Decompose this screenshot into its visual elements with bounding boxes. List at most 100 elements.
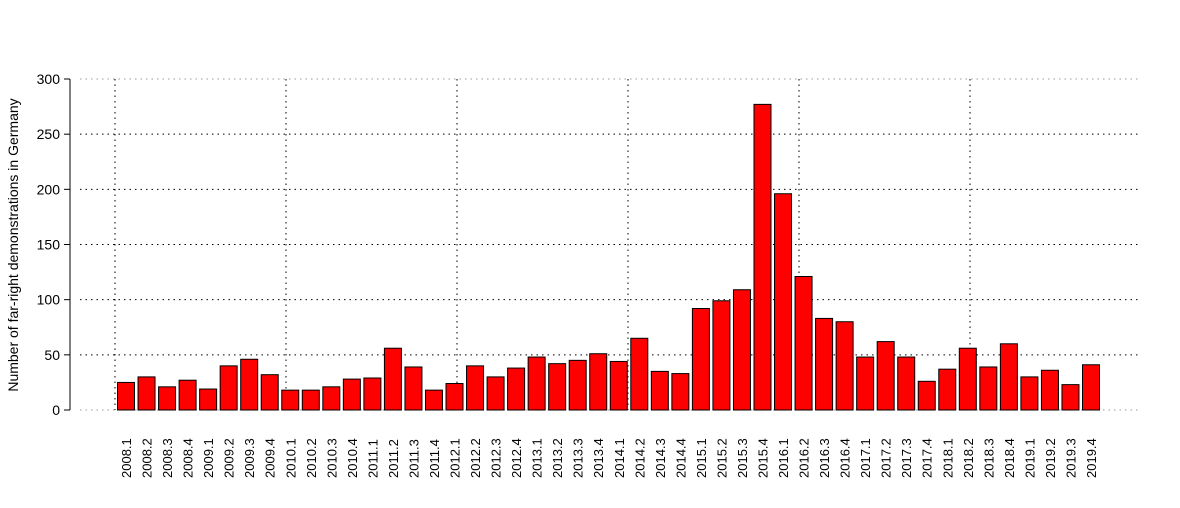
x-tick-label: 2014.4 [673,438,688,478]
bar-2015.3 [732,289,751,411]
x-tick-label: 2012.4 [509,438,524,478]
x-tick-label: 2011.4 [427,439,442,478]
x-tick-label: 2009.4 [263,438,278,478]
x-tick-label: 2012.3 [489,438,504,478]
x-tick-label: 2008.4 [181,438,196,478]
y-axis: 0 50 100 150 200 250 300 [37,71,71,418]
x-tick-label: 2009.2 [222,438,237,478]
bar-2014.3 [650,370,669,411]
x-tick-label: 2013.1 [530,438,545,478]
x-tick-label: 2009.1 [201,438,216,478]
x-tick-label: 2014.1 [612,438,627,478]
bar-2010.2 [301,389,320,411]
x-tick-label: 2016.1 [776,438,791,478]
bar-2008.4 [178,379,197,411]
bar-2012.3 [486,376,505,411]
bar-2012.1 [445,383,464,411]
bar-2019.3 [1061,384,1080,411]
y-tick-label: 100 [37,292,61,308]
x-tick-label: 2018.3 [981,438,996,478]
bar-2011.4 [424,389,443,411]
x-tick-label: 2017.2 [879,438,894,478]
y-tick-label: 250 [37,126,61,142]
bar-2011.3 [404,366,423,411]
x-tick-label: 2008.3 [160,438,175,478]
x-tick-label: 2013.2 [550,438,565,478]
bar-2016.2 [794,275,813,411]
x-tick-label: 2016.4 [838,438,853,478]
bar-2018.1 [938,368,957,411]
bar-2010.4 [342,378,361,411]
bar-2008.2 [137,376,156,411]
y-tick-label: 0 [52,402,60,418]
bar-2010.3 [322,386,341,411]
y-tick-label: 50 [44,347,60,363]
bar-2019.2 [1040,369,1059,411]
x-tick-label: 2011.3 [406,439,421,478]
bar-2009.3 [240,358,259,411]
bar-2013.1 [527,356,546,411]
bar-2016.3 [815,317,834,411]
bar-2013.4 [589,353,608,411]
x-tick-label: 2015.4 [755,438,770,478]
bar-2017.4 [917,380,936,411]
x-tick-label: 2015.3 [735,438,750,478]
bar-2014.1 [609,360,628,411]
bar-2017.2 [876,341,895,411]
x-tick-label: 2017.4 [920,438,935,478]
bar-2009.1 [199,388,218,411]
x-tick-label: 2012.2 [468,438,483,478]
x-tick-label: 2010.3 [324,438,339,478]
bar-2008.3 [158,386,177,411]
bar-2014.4 [671,373,690,411]
bar-2013.3 [568,359,587,411]
bar-2015.2 [712,300,731,411]
x-tick-label: 2014.2 [632,438,647,478]
x-tick-label: 2018.4 [1002,438,1017,478]
grid [80,78,1138,411]
bar-2018.2 [958,347,977,411]
x-tick-label: 2010.1 [283,438,298,478]
bar-2019.1 [1020,376,1039,411]
x-tick-label: 2019.1 [1022,438,1037,478]
x-tick-label: 2012.1 [448,438,463,478]
x-tick-label: 2016.2 [797,438,812,478]
bar-2016.4 [835,321,854,411]
x-tick-label: 2014.3 [653,438,668,478]
x-tick-label: 2011.2 [386,439,401,478]
bar-2016.1 [774,193,793,411]
x-tick-label: 2015.2 [714,438,729,478]
bar-2012.4 [507,367,526,411]
x-tick-label: 2017.1 [858,438,873,478]
bar-2015.1 [691,307,710,411]
x-tick-label: 2011.1 [365,439,380,478]
bar-2014.2 [630,337,649,411]
x-tick-label: 2019.3 [1063,438,1078,478]
x-tick-label: 2013.4 [591,438,606,478]
bar-2017.1 [856,356,875,411]
x-tick-label: 2016.3 [817,438,832,478]
bar-2015.4 [753,103,772,411]
x-tick-label: 2018.1 [940,438,955,478]
x-tick-label: 2010.2 [304,438,319,478]
bar-2018.3 [979,366,998,411]
y-tick-label: 300 [37,71,61,87]
x-tick-label: 2010.4 [345,438,360,478]
x-tick-label: 2008.1 [119,438,134,478]
x-tick-label: 2015.1 [694,438,709,478]
bar-2011.2 [383,347,402,411]
bar-2019.4 [1082,364,1100,411]
y-axis-label: Number of far-right demonstrations in Ge… [5,98,21,391]
bar-2017.3 [897,356,916,411]
bar-2009.2 [219,365,238,411]
bar-2013.2 [548,363,567,411]
bars [117,103,1100,411]
x-tick-label: 2018.2 [961,438,976,478]
x-axis-labels: 2008.1 2008.2 2008.3 2008.4 2009.1 2009.2 2009… [119,438,1099,478]
bar-2009.4 [260,374,279,411]
bar-2018.4 [999,343,1018,411]
bar-2012.2 [466,365,485,411]
x-tick-label: 2009.3 [242,438,257,478]
y-tick-label: 200 [37,181,61,197]
